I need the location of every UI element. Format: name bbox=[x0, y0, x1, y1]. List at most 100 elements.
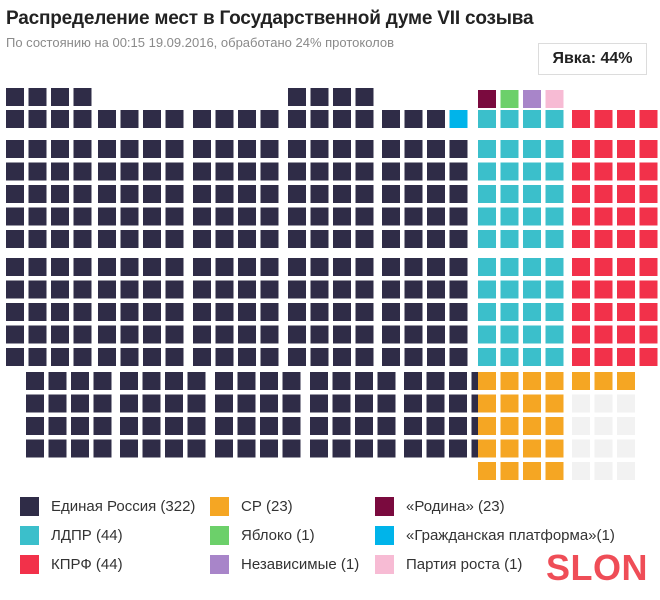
seat-er bbox=[333, 258, 351, 276]
seat-er bbox=[449, 207, 468, 226]
seat-er bbox=[333, 325, 351, 344]
seat-ldpr bbox=[523, 162, 541, 181]
seat-er bbox=[93, 417, 112, 435]
seat-er bbox=[215, 140, 234, 158]
seat-er bbox=[260, 348, 279, 366]
seat-growth bbox=[545, 90, 564, 108]
seat-er bbox=[193, 258, 211, 276]
seat-er bbox=[238, 325, 256, 344]
seat-er bbox=[426, 417, 445, 435]
seat-er bbox=[333, 348, 351, 366]
seat-er bbox=[26, 417, 44, 435]
seat-sr bbox=[523, 372, 541, 390]
seat-er bbox=[427, 325, 445, 344]
seat-er bbox=[332, 417, 351, 435]
seat-er bbox=[120, 185, 139, 203]
seat-er bbox=[449, 258, 468, 276]
seat-er bbox=[404, 207, 423, 226]
seat-kprf bbox=[572, 230, 590, 248]
seat-er bbox=[142, 394, 161, 413]
seat-empty bbox=[572, 462, 590, 480]
seat-er bbox=[355, 303, 374, 321]
seat-er bbox=[28, 303, 47, 321]
seat-er bbox=[71, 372, 89, 390]
seat-kprf bbox=[639, 280, 658, 299]
seat-er bbox=[310, 88, 329, 106]
seat-sr-extra bbox=[594, 372, 613, 390]
seat-er bbox=[332, 439, 351, 458]
seat-ldpr bbox=[523, 185, 541, 203]
seat-er bbox=[333, 207, 351, 226]
seat-er bbox=[73, 303, 92, 321]
seat-er bbox=[93, 372, 112, 390]
seat-er bbox=[73, 258, 92, 276]
seat-ldpr bbox=[500, 325, 519, 344]
seat-ldpr bbox=[500, 280, 519, 299]
seat-er bbox=[51, 110, 69, 128]
chart-title: Распределение мест в Государственной дум… bbox=[6, 8, 534, 29]
seat-ldpr bbox=[523, 230, 541, 248]
seat-empty bbox=[594, 417, 613, 435]
seat-sr bbox=[500, 417, 519, 435]
seat-er bbox=[120, 417, 138, 435]
seat-er bbox=[215, 417, 233, 435]
seat-er bbox=[51, 140, 69, 158]
seat-er bbox=[51, 325, 69, 344]
seat-er bbox=[6, 280, 24, 299]
seat-er bbox=[449, 372, 467, 390]
seat-er bbox=[238, 185, 256, 203]
seat-er bbox=[26, 394, 44, 413]
seat-er bbox=[193, 325, 211, 344]
seat-er bbox=[28, 280, 47, 299]
seat-er bbox=[215, 303, 234, 321]
seat-er bbox=[98, 185, 116, 203]
seat-independent bbox=[523, 90, 541, 108]
seat-er bbox=[426, 372, 445, 390]
seat-er bbox=[333, 230, 351, 248]
seat-er bbox=[288, 303, 306, 321]
seat-er bbox=[382, 230, 400, 248]
seat-er bbox=[427, 348, 445, 366]
seat-ldpr bbox=[500, 185, 519, 203]
seat-er bbox=[215, 185, 234, 203]
seat-er bbox=[165, 348, 184, 366]
seat-sr bbox=[545, 439, 564, 458]
seat-er bbox=[310, 348, 329, 366]
seat-er bbox=[28, 110, 47, 128]
seat-er bbox=[282, 372, 301, 390]
seat-er bbox=[193, 348, 211, 366]
seat-er bbox=[355, 258, 374, 276]
seat-sr bbox=[478, 394, 496, 413]
seat-kprf bbox=[639, 185, 658, 203]
seat-er bbox=[193, 110, 211, 128]
seat-er bbox=[165, 140, 184, 158]
seat-er bbox=[120, 372, 138, 390]
seat-er bbox=[449, 325, 468, 344]
seat-er bbox=[333, 303, 351, 321]
seat-er bbox=[26, 439, 44, 458]
seat-er bbox=[404, 372, 422, 390]
seat-er bbox=[238, 303, 256, 321]
seat-kprf bbox=[572, 185, 590, 203]
seat-ldpr bbox=[500, 140, 519, 158]
seat-er bbox=[260, 110, 279, 128]
seat-sr bbox=[523, 394, 541, 413]
seat-er bbox=[51, 303, 69, 321]
seat-er bbox=[288, 110, 306, 128]
seat-er bbox=[427, 207, 445, 226]
seat-er bbox=[404, 348, 423, 366]
seat-er bbox=[215, 372, 233, 390]
seat-er bbox=[215, 394, 233, 413]
seat-kprf bbox=[639, 258, 658, 276]
seat-er bbox=[426, 439, 445, 458]
seat-er bbox=[6, 325, 24, 344]
seat-er bbox=[377, 372, 396, 390]
seat-er bbox=[288, 185, 306, 203]
seat-ldpr bbox=[545, 280, 564, 299]
seat-er bbox=[332, 394, 351, 413]
seat-ldpr bbox=[478, 230, 496, 248]
seat-er bbox=[260, 258, 279, 276]
seat-er bbox=[51, 162, 69, 181]
seat-er bbox=[120, 439, 138, 458]
seat-er bbox=[310, 325, 329, 344]
